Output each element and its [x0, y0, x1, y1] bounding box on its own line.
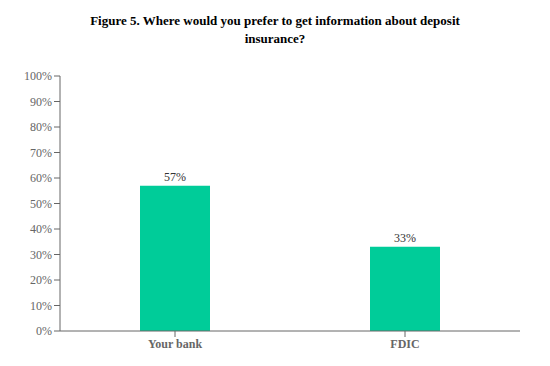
svg-text:FDIC: FDIC [390, 337, 419, 351]
html-text:insurance?: insurance? [244, 31, 306, 46]
svg-text:80%: 80% [30, 120, 52, 134]
html-text:Figure 5. Where would you pref: Figure 5. Where would you prefer to get … [90, 13, 460, 28]
svg-text:20%: 20% [30, 273, 52, 287]
svg-text:60%: 60% [30, 171, 52, 185]
svg-text:90%: 90% [30, 95, 52, 109]
svg-text:57%: 57% [164, 170, 186, 184]
svg-text:10%: 10% [30, 299, 52, 313]
svg-text:0%: 0% [36, 324, 52, 338]
svg-text:40%: 40% [30, 222, 52, 236]
svg-text:50%: 50% [30, 197, 52, 211]
svg-text:70%: 70% [30, 146, 52, 160]
svg-text:Your bank: Your bank [148, 337, 202, 351]
svg-text:30%: 30% [30, 248, 52, 262]
svg-text:33%: 33% [394, 231, 416, 245]
svg-text:100%: 100% [24, 69, 52, 83]
